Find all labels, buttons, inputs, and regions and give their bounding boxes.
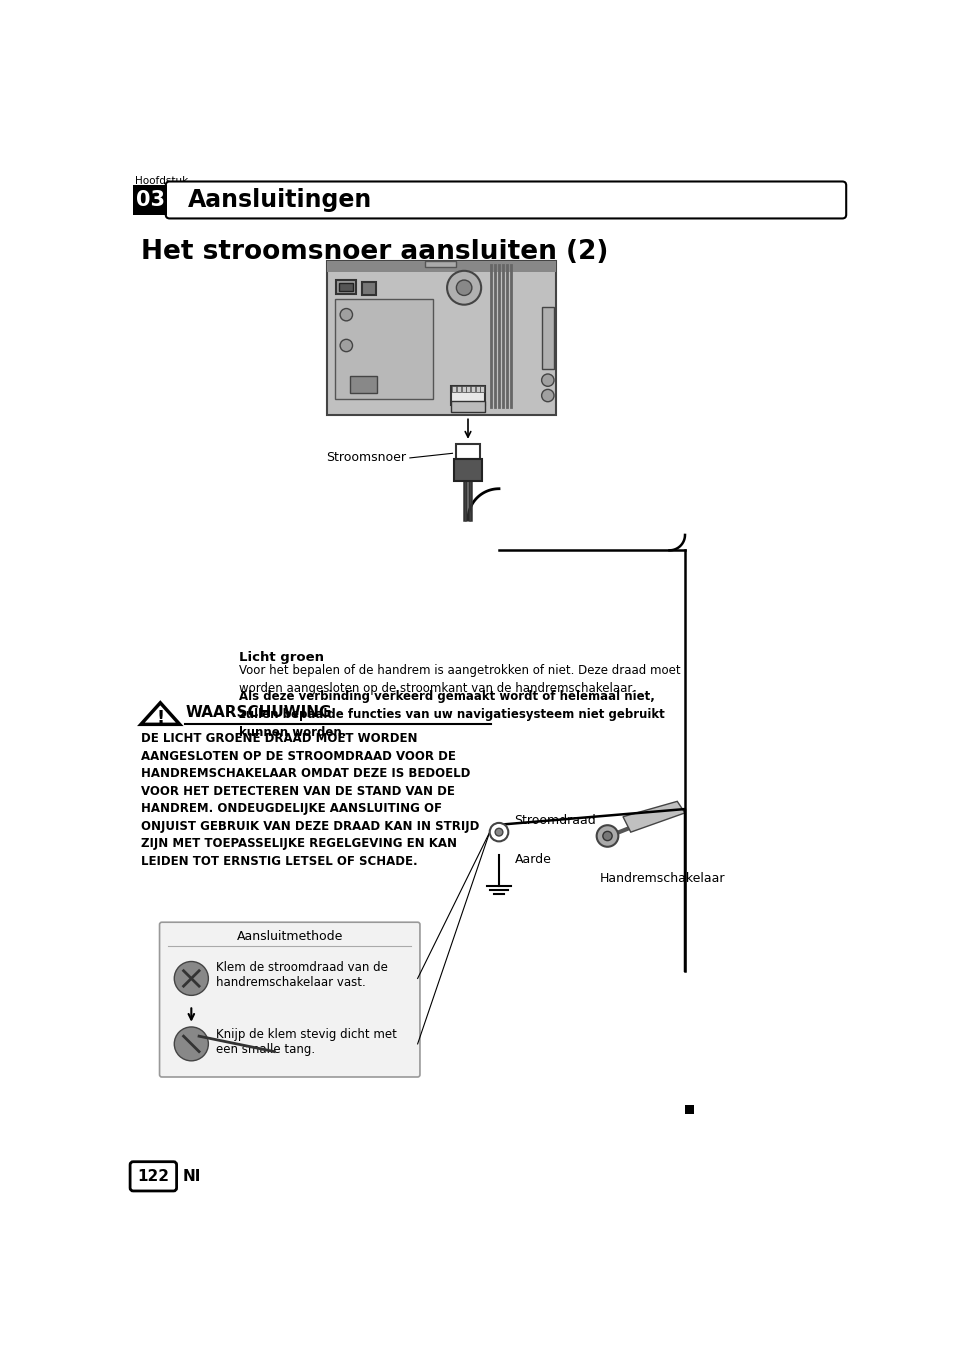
Circle shape [541,375,554,387]
Circle shape [174,961,208,995]
Text: !: ! [156,710,164,727]
Text: Klem de stroomdraad van de
handremschakelaar vast.: Klem de stroomdraad van de handremschake… [216,960,388,988]
FancyBboxPatch shape [159,922,419,1078]
Bar [541,307,554,369]
Bar [461,385,465,392]
FancyBboxPatch shape [133,185,167,215]
Bar [466,385,470,392]
Bar [327,261,555,272]
Bar [684,1106,693,1114]
Bar [451,402,484,412]
Bar [335,299,433,399]
Text: Stroomdraad: Stroomdraad [514,814,596,827]
Circle shape [456,280,472,296]
Text: NI: NI [183,1169,201,1184]
Polygon shape [141,703,179,725]
Circle shape [495,829,502,836]
Circle shape [340,308,353,320]
Bar [327,261,555,415]
FancyBboxPatch shape [130,1161,176,1191]
Text: 122: 122 [137,1169,170,1184]
FancyArrowPatch shape [601,810,674,838]
Text: Voor het bepalen of de handrem is aangetrokken of niet. Deze draad moet
worden a: Voor het bepalen of de handrem is aanget… [239,664,680,695]
Circle shape [596,825,618,846]
Bar [454,460,481,481]
Bar [452,385,456,392]
Bar [425,261,456,266]
Bar [361,283,375,295]
Text: Licht groen: Licht groen [239,652,324,664]
Text: Aansluitingen: Aansluitingen [187,188,372,212]
Polygon shape [622,802,684,831]
Circle shape [489,823,508,841]
Circle shape [602,831,612,841]
Text: Hoofdstuk: Hoofdstuk [134,176,188,187]
Circle shape [340,339,353,352]
Text: Het stroomsnoer aansluiten (2): Het stroomsnoer aansluiten (2) [141,239,608,265]
Circle shape [541,389,554,402]
Bar [480,385,484,392]
Text: 03: 03 [135,191,165,210]
Circle shape [174,1028,208,1061]
Bar [335,280,355,293]
Bar [456,443,480,460]
Bar [451,385,484,404]
Bar [456,385,460,392]
Text: Stroomsnoer: Stroomsnoer [326,452,406,465]
Bar [339,283,353,291]
Bar [471,385,475,392]
Text: Aansluitmethode: Aansluitmethode [236,930,342,944]
Text: WAARSCHUWING: WAARSCHUWING [185,704,332,719]
FancyBboxPatch shape [166,181,845,219]
Text: DE LICHT GROENE DRAAD MOET WORDEN
AANGESLOTEN OP DE STROOMDRAAD VOOR DE
HANDREMS: DE LICHT GROENE DRAAD MOET WORDEN AANGES… [141,731,478,868]
Text: Aarde: Aarde [514,853,551,865]
Bar [350,376,377,393]
Circle shape [447,270,480,304]
Text: Handremschakelaar: Handremschakelaar [599,872,724,884]
Text: Knijp de klem stevig dicht met
een smalle tang.: Knijp de klem stevig dicht met een small… [216,1029,396,1056]
Text: Als deze verbinding verkeerd gemaakt wordt of helemaal niet,
zullen bepaalde fun: Als deze verbinding verkeerd gemaakt wor… [239,690,664,738]
Bar [476,385,479,392]
